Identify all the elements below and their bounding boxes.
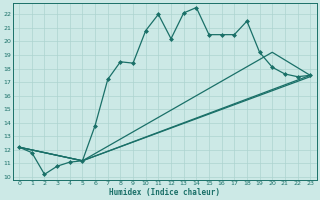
- X-axis label: Humidex (Indice chaleur): Humidex (Indice chaleur): [109, 188, 220, 197]
